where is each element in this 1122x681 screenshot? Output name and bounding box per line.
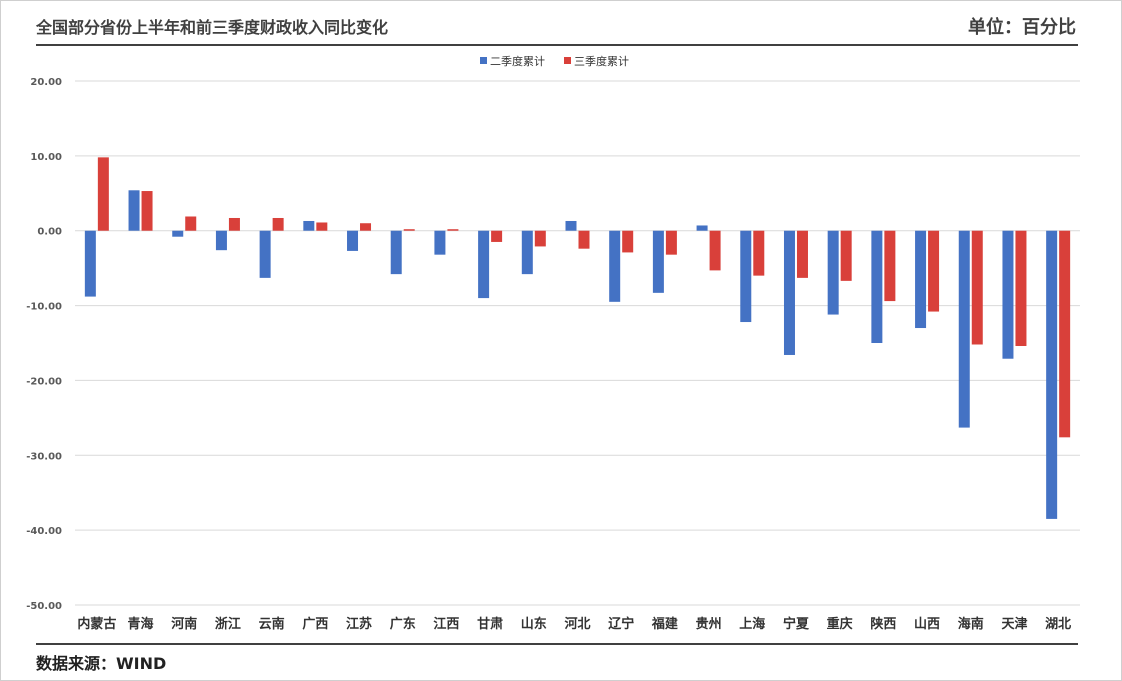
bar-q3-山西 — [928, 230, 940, 312]
y-tick-label: 20.00 — [30, 77, 62, 88]
x-category-label: 河北 — [564, 616, 590, 632]
x-category-label: 甘肃 — [477, 616, 503, 632]
bar-q3-湖北 — [1059, 230, 1071, 438]
bar-q3-内蒙古 — [97, 157, 109, 231]
bar-q2-云南 — [259, 230, 271, 278]
x-category-label: 内蒙古 — [77, 616, 116, 632]
y-tick-label: 10.00 — [30, 152, 62, 163]
legend-swatch — [480, 57, 487, 64]
y-tick-label: 0.00 — [37, 227, 62, 238]
x-category-label: 上海 — [739, 616, 765, 632]
legend-label: 三季度累计 — [574, 54, 629, 68]
x-category-label: 宁夏 — [783, 616, 810, 632]
x-category-label: 广西 — [302, 616, 328, 632]
bar-q3-海南 — [971, 230, 983, 345]
bar-q3-河北 — [578, 230, 590, 249]
bar-q3-陕西 — [884, 230, 896, 302]
bar-q2-内蒙古 — [84, 230, 96, 297]
legend-label: 二季度累计 — [490, 54, 545, 68]
bar-q2-江苏 — [347, 230, 359, 251]
legend-swatch — [564, 57, 571, 64]
y-tick-label: -50.00 — [26, 601, 62, 612]
gridlines — [75, 80, 1080, 606]
x-axis-categories: 内蒙古 青海 河南 浙江 云南 广西 江苏 广东 江西 甘肃 山东 河北 辽宁 福建 贵州 上海 宁夏 重庆 陕西 山… — [77, 616, 1071, 632]
bar-q3-福建 — [665, 230, 677, 255]
bar-q3-山东 — [534, 230, 546, 247]
bar-q2-重庆 — [827, 230, 839, 315]
bar-q2-广西 — [303, 220, 315, 231]
bar-q3-广东 — [403, 229, 415, 231]
bar-q2-福建 — [652, 230, 664, 293]
bar-q2-山西 — [915, 230, 927, 329]
legend: 二季度累计 三季度累计 — [480, 54, 629, 68]
bar-q3-浙江 — [228, 217, 240, 231]
bar-q3-贵州 — [709, 230, 721, 271]
bar-q2-浙江 — [215, 230, 227, 251]
x-category-label: 浙江 — [215, 616, 241, 632]
bar-q3-云南 — [272, 217, 284, 231]
bar-q2-天津 — [1002, 230, 1014, 359]
chart-title: 全国部分省份上半年和前三季度财政收入同比变化 — [36, 18, 389, 37]
bar-q2-河北 — [565, 220, 577, 231]
x-category-label: 山西 — [914, 616, 940, 632]
bar-q3-江苏 — [360, 223, 372, 231]
x-category-label: 青海 — [128, 616, 154, 632]
bottom-divider — [36, 643, 1078, 645]
bar-q2-陕西 — [871, 230, 883, 343]
bar-q2-山东 — [521, 230, 533, 275]
bar-q3-广西 — [316, 222, 328, 231]
x-category-label: 贵州 — [696, 616, 722, 632]
x-category-label: 福建 — [651, 616, 678, 632]
y-tick-label: -40.00 — [26, 526, 62, 537]
bar-q2-江西 — [434, 230, 446, 255]
y-tick-label: -30.00 — [26, 451, 62, 462]
bar-q3-天津 — [1015, 230, 1027, 346]
x-category-label: 江西 — [433, 616, 459, 632]
bar-q2-上海 — [740, 230, 752, 323]
x-category-label: 重庆 — [827, 616, 853, 632]
bar-q3-江西 — [447, 229, 459, 231]
y-tick-label: -10.00 — [26, 302, 62, 313]
x-category-label: 湖北 — [1045, 617, 1071, 632]
bar-q3-甘肃 — [491, 230, 503, 242]
bar-q3-河南 — [185, 216, 197, 231]
x-category-label: 广东 — [390, 616, 416, 632]
bar-q3-辽宁 — [622, 230, 634, 253]
y-tick-label: -20.00 — [26, 376, 62, 387]
bar-q2-宁夏 — [783, 230, 795, 355]
x-category-label: 陕西 — [870, 616, 896, 632]
unit-label: 单位：百分比 — [968, 17, 1076, 38]
bar-q2-广东 — [390, 230, 402, 275]
bar-q2-甘肃 — [478, 230, 490, 299]
bar-q2-辽宁 — [609, 230, 621, 302]
source-note: 数据来源：WIND — [36, 654, 167, 673]
bar-q2-海南 — [958, 230, 970, 428]
x-category-label: 海南 — [958, 616, 984, 632]
x-category-label: 山东 — [521, 616, 547, 632]
x-category-label: 辽宁 — [608, 616, 634, 632]
x-category-label: 河南 — [171, 616, 197, 632]
bar-q2-青海 — [128, 190, 140, 231]
x-category-label: 江苏 — [346, 616, 372, 632]
bar-q3-重庆 — [840, 230, 852, 281]
y-axis-ticks: 20.00 10.00 0.00 -10.00 -20.00 -30.00 -40.00 -5… — [26, 77, 62, 612]
top-divider — [36, 44, 1078, 46]
x-category-label: 天津 — [1001, 616, 1027, 632]
bar-q3-宁夏 — [796, 230, 808, 278]
bar-q3-青海 — [141, 191, 153, 231]
bar-q2-贵州 — [696, 225, 708, 231]
x-category-label: 云南 — [259, 616, 285, 632]
bar-q2-湖北 — [1046, 230, 1058, 519]
bar-q2-河南 — [172, 230, 184, 237]
bar-q3-上海 — [753, 230, 765, 276]
bars — [84, 157, 1071, 519]
